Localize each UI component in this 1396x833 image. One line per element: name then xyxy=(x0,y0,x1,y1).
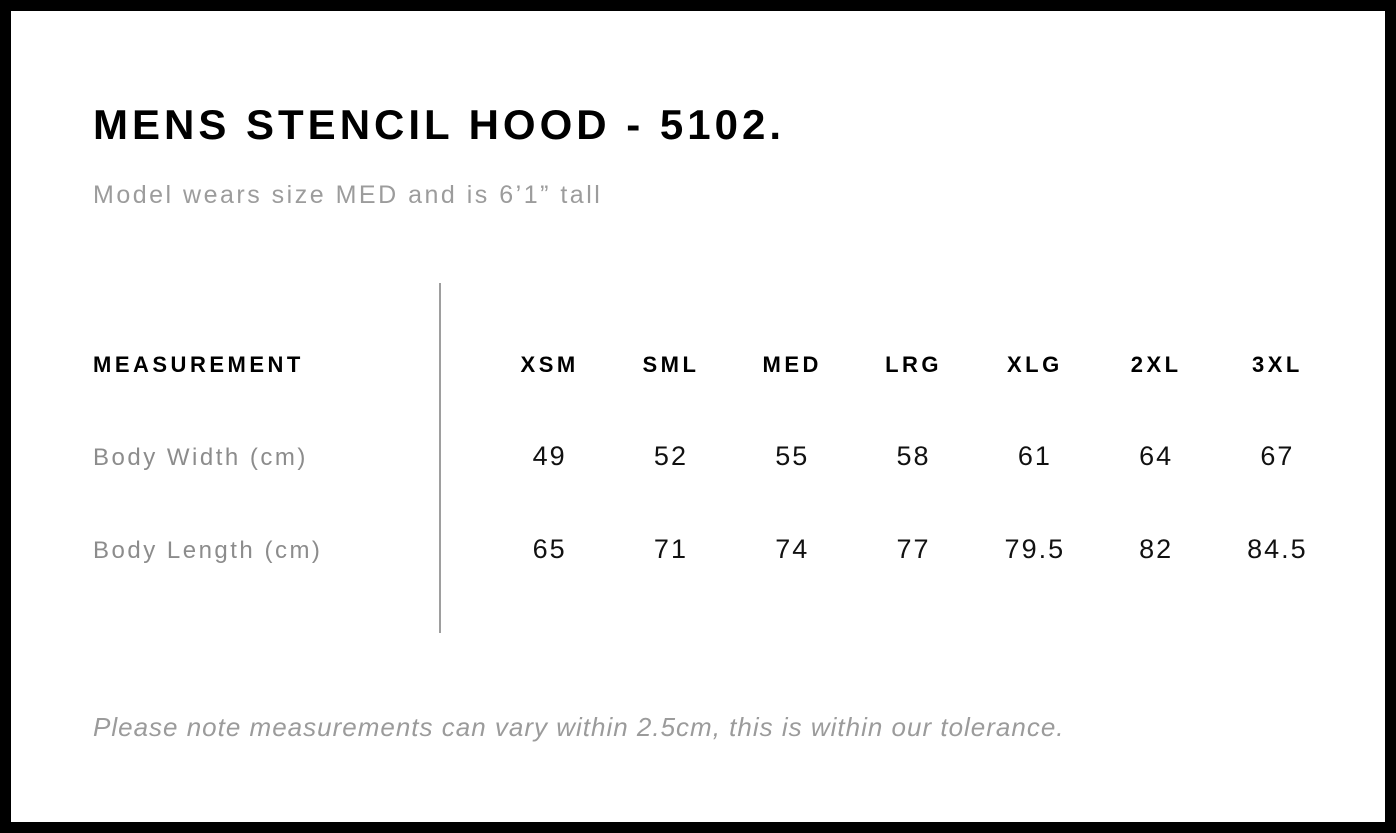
size-column-header-sml: SML xyxy=(642,352,700,377)
size-column-header-xlg: XLG xyxy=(1006,352,1063,377)
size-column-header-3xl: 3XL xyxy=(1252,352,1303,377)
size-column-header-lrg: LRG xyxy=(885,352,943,377)
size-table-header-row: MEASUREMENT XSM SML MED LRG XLG 2XL 3XL xyxy=(93,354,1338,376)
row-label-body-width: Body Width (cm) xyxy=(93,444,308,471)
cell-body-length-med: 74 xyxy=(775,534,810,564)
cell-body-width-xsm: 49 xyxy=(532,441,567,471)
tolerance-note: Please note measurements can vary within… xyxy=(93,712,1065,742)
row-label-body-length: Body Length (cm) xyxy=(93,537,323,564)
cell-body-width-2xl: 64 xyxy=(1139,441,1174,471)
size-column-header-xsm: XSM xyxy=(520,352,579,377)
cell-body-length-xsm: 65 xyxy=(532,534,567,564)
table-row-body-width: Body Width (cm) 49 52 55 58 61 64 67 xyxy=(93,443,1338,470)
size-column-header-2xl: 2XL xyxy=(1130,352,1182,377)
measurement-column-header: MEASUREMENT xyxy=(93,352,304,377)
model-info-text: Model wears size MED and is 6’1” tall xyxy=(93,181,603,209)
cell-body-width-med: 55 xyxy=(775,441,810,471)
cell-body-width-xlg: 61 xyxy=(1017,441,1052,471)
cell-body-length-3xl: 84.5 xyxy=(1247,534,1308,564)
cell-body-length-lrg: 77 xyxy=(896,534,931,564)
size-column-header-med: MED xyxy=(762,352,822,377)
cell-body-width-sml: 52 xyxy=(653,441,688,471)
cell-body-length-sml: 71 xyxy=(653,534,688,564)
table-divider-line xyxy=(439,283,441,633)
cell-body-length-2xl: 82 xyxy=(1139,534,1174,564)
table-row-body-length: Body Length (cm) 65 71 74 77 79.5 82 84.… xyxy=(93,536,1338,563)
cell-body-length-xlg: 79.5 xyxy=(1004,534,1066,564)
cell-body-width-lrg: 58 xyxy=(896,441,931,471)
cell-body-width-3xl: 67 xyxy=(1260,441,1295,471)
page-title: MENS STENCIL HOOD - 5102. xyxy=(93,101,786,148)
